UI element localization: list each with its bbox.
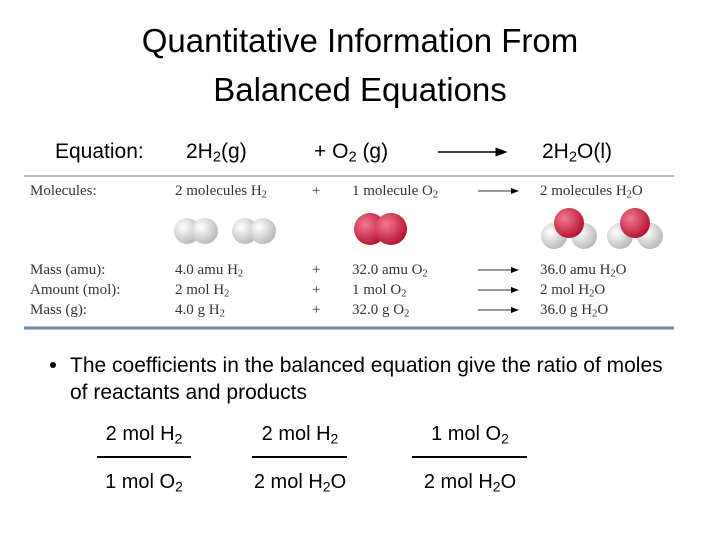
subscript: 2 xyxy=(174,430,183,447)
subscript: 2 xyxy=(626,189,632,201)
text-run: 32.0 amu O xyxy=(352,262,423,278)
cell: 1 mol O2 xyxy=(352,282,406,299)
row-label: Molecules: xyxy=(30,183,97,199)
text-run: O xyxy=(594,282,606,298)
molecule-h2 xyxy=(174,218,218,244)
cell: 2 mol H2O xyxy=(540,282,605,299)
text-run: 2H xyxy=(186,140,213,163)
text-run: + xyxy=(312,302,321,318)
text-run: + O xyxy=(314,140,349,163)
subscript: 2 xyxy=(589,288,595,300)
molecule-h2o xyxy=(607,208,663,249)
subscript: 2 xyxy=(501,430,509,447)
text-run: + xyxy=(312,183,321,199)
cell: 4.0 g H2 xyxy=(175,302,225,319)
cell: + xyxy=(312,282,320,299)
text-run: + xyxy=(312,282,321,298)
arrows xyxy=(478,188,519,313)
title-line: Quantitative Information From xyxy=(141,22,579,59)
subscript: 2 xyxy=(492,478,501,495)
text-run: 2 mol H xyxy=(105,423,175,445)
formula: + O2 (g) xyxy=(314,140,389,166)
text-run: 1 mol O xyxy=(352,282,402,298)
subscript: 2 xyxy=(212,149,222,166)
cell: + xyxy=(312,302,320,319)
subscript: 2 xyxy=(322,478,331,495)
row-label: Mass (amu): xyxy=(30,262,106,278)
subscript: 2 xyxy=(330,430,339,447)
subscript: 2 xyxy=(224,288,230,300)
cell: 4.0 amu H2 xyxy=(175,262,243,279)
subscript: 2 xyxy=(568,149,578,166)
subscript: 2 xyxy=(401,288,407,300)
text-run: 36.0 g H xyxy=(540,302,593,318)
numerator: 2 mol H2 xyxy=(106,423,183,446)
subscript: 2 xyxy=(261,189,267,201)
text-run: (g) xyxy=(356,140,389,163)
formula: 2H2O(l) xyxy=(542,140,613,166)
subscript: 2 xyxy=(592,308,598,320)
title-line: Balanced Equations xyxy=(213,71,507,108)
cell: 32.0 g O2 xyxy=(352,302,409,319)
row-label: Mass (g): xyxy=(30,302,88,318)
formula: 2H2(g) xyxy=(186,140,247,166)
bullet-text: The coefficients in the balanced equatio… xyxy=(70,354,663,404)
numerator: 1 mol O2 xyxy=(431,423,509,446)
bullet-dot xyxy=(50,362,56,368)
denominator: 1 mol O2 xyxy=(105,471,183,494)
molecule-h2 xyxy=(232,218,276,244)
text-run: 2 mol H xyxy=(261,423,331,445)
text-run: O xyxy=(330,471,347,493)
cell: 36.0 amu H2O xyxy=(540,262,627,279)
subscript: 2 xyxy=(175,478,183,495)
text-run: 4.0 amu H xyxy=(175,262,238,278)
text-run: 4.0 g H xyxy=(175,302,220,318)
text-run: O xyxy=(500,471,517,493)
text-run: (g) xyxy=(221,140,247,163)
text-run: 1 mol O xyxy=(431,423,502,445)
text-run: 2 mol H xyxy=(175,282,225,298)
cell: 2 molecules H2O xyxy=(540,183,643,200)
text-run: 2 mol H xyxy=(540,282,590,298)
text-run: 32.0 g O xyxy=(352,302,405,318)
molecule-h2o xyxy=(541,208,597,249)
cell: 32.0 amu O2 xyxy=(352,262,428,279)
text-run: O xyxy=(615,262,627,278)
cell: + xyxy=(312,262,320,279)
subscript: 2 xyxy=(237,268,244,280)
denominator: 2 mol H2O xyxy=(254,471,346,494)
text-run: 2 mol H xyxy=(423,471,493,493)
text-run: 1 molecule O xyxy=(352,183,433,199)
subscript: 2 xyxy=(219,308,225,320)
cell: 2 molecules H2 xyxy=(175,183,267,200)
equation-label: Equation: xyxy=(55,140,144,163)
text-run: 2 molecules H xyxy=(540,183,627,199)
text-run: 1 mol O xyxy=(105,471,176,493)
subscript: 2 xyxy=(432,189,439,201)
text-run: 2H xyxy=(542,140,569,163)
subscript: 2 xyxy=(610,268,616,280)
cell: + xyxy=(312,183,320,200)
text-run: 36.0 amu H xyxy=(540,262,611,278)
cell: 1 molecule O2 xyxy=(352,183,438,200)
molecule-o2 xyxy=(354,213,407,245)
numerator: 2 mol H2 xyxy=(262,423,339,446)
text-run: + xyxy=(312,262,321,278)
text-run: 2 molecules H xyxy=(175,183,262,199)
subscript: 2 xyxy=(422,268,428,280)
text-run: O xyxy=(597,302,609,318)
denominator: 2 mol H2O xyxy=(424,471,516,494)
subscript: 2 xyxy=(404,308,410,320)
row-label: Amount (mol): xyxy=(30,282,121,298)
cell: 36.0 g H2O xyxy=(540,302,608,319)
cell: 2 mol H2 xyxy=(175,282,229,299)
text-run: 2 mol H xyxy=(253,471,323,493)
text-run: O xyxy=(631,183,643,199)
text-run: O(l) xyxy=(577,140,613,163)
subscript: 2 xyxy=(348,149,357,166)
